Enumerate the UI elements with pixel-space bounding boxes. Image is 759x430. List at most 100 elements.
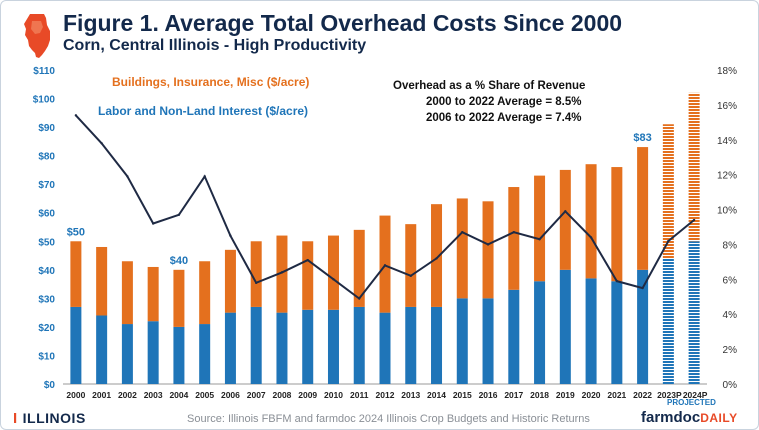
bar-labor bbox=[70, 306, 82, 384]
y-right-tick-label: 8% bbox=[723, 240, 738, 251]
line-point bbox=[255, 281, 258, 285]
bar-labor bbox=[250, 306, 262, 384]
source-note: Source: Illinois FBFM and farmdoc 2024 I… bbox=[187, 413, 590, 425]
y-left-tick-label: $80 bbox=[38, 152, 55, 163]
bar-buildings bbox=[637, 147, 649, 270]
line-point bbox=[512, 231, 515, 234]
bar-buildings bbox=[559, 169, 571, 270]
line-point bbox=[615, 279, 619, 283]
x-tick-label: 2007 bbox=[247, 390, 266, 400]
legend-buildings-label: Buildings, Insurance, Misc ($/acre) bbox=[112, 75, 309, 89]
bar-labor bbox=[173, 326, 185, 384]
bar-labor bbox=[585, 278, 597, 384]
bar-labor bbox=[405, 306, 417, 384]
bar-buildings bbox=[431, 204, 443, 307]
y-left-tick-label: $100 bbox=[33, 95, 56, 106]
bar-labor bbox=[611, 281, 623, 384]
x-tick-label: 2019 bbox=[556, 390, 575, 400]
x-tick-label: 2016 bbox=[479, 390, 498, 400]
bar-buildings bbox=[662, 124, 674, 259]
bar-buildings bbox=[70, 241, 82, 307]
bar-labor bbox=[637, 269, 649, 384]
illinois-state-icon bbox=[24, 14, 50, 58]
x-tick-label: 2008 bbox=[272, 390, 291, 400]
legend-labor-label: Labor and Non-Land Interest ($/acre) bbox=[98, 104, 308, 118]
x-tick-label: 2024P bbox=[683, 390, 708, 400]
line-point bbox=[306, 258, 309, 262]
x-tick-label: 2001 bbox=[92, 390, 111, 400]
bar-buildings bbox=[585, 164, 597, 279]
line-point bbox=[358, 297, 361, 300]
bar-buildings bbox=[482, 201, 494, 299]
bar-buildings bbox=[327, 235, 339, 310]
bar-buildings bbox=[250, 241, 262, 307]
bar-labor bbox=[431, 306, 443, 384]
bar-labor bbox=[456, 298, 468, 384]
x-tick-label: 2014 bbox=[427, 390, 446, 400]
y-left-tick-label: $30 bbox=[38, 294, 55, 305]
line-point bbox=[641, 286, 644, 290]
bar-buildings bbox=[173, 269, 185, 327]
bar-labor bbox=[688, 241, 700, 384]
x-tick-label: 2003 bbox=[144, 390, 163, 400]
illinois-block-i-icon: I bbox=[13, 410, 18, 427]
y-right-tick-label: 2% bbox=[723, 345, 738, 356]
bar-labor bbox=[559, 269, 571, 384]
x-tick-label: 2012 bbox=[376, 390, 395, 400]
labels-group: $50 $40 $83 bbox=[67, 132, 652, 267]
farmdoc-daily-logo: farmdocDAILY bbox=[641, 409, 738, 426]
bar-labor bbox=[96, 315, 108, 384]
line-point bbox=[203, 175, 206, 178]
bar-buildings bbox=[224, 249, 236, 313]
line-point bbox=[383, 264, 387, 267]
line-point bbox=[538, 238, 541, 241]
bar-buildings bbox=[121, 261, 133, 325]
line-point bbox=[280, 271, 284, 274]
x-tick-label: 2005 bbox=[195, 390, 214, 400]
x-tick-label: 2011 bbox=[350, 390, 369, 400]
bar-buildings bbox=[199, 261, 211, 325]
data-label: $50 bbox=[67, 226, 85, 238]
bar-labor bbox=[379, 312, 391, 384]
x-tick-label: 2002 bbox=[118, 390, 137, 400]
line-point bbox=[126, 175, 129, 178]
bar-labor bbox=[121, 324, 133, 384]
y-right-tick-label: 16% bbox=[717, 101, 737, 112]
bar-buildings bbox=[688, 92, 700, 242]
bar-buildings bbox=[534, 175, 546, 282]
x-tick-label: 2022 bbox=[633, 390, 652, 400]
bar-labor bbox=[276, 312, 288, 384]
line-point bbox=[589, 236, 593, 239]
x-tick-label: 2015 bbox=[453, 390, 472, 400]
x-tick-label: 2023P bbox=[657, 390, 682, 400]
annotation-line-1: 2000 to 2022 Average = 8.5% bbox=[426, 96, 581, 108]
line-point bbox=[100, 142, 103, 145]
y-left-tick-label: $110 bbox=[33, 66, 55, 77]
line-point bbox=[692, 218, 696, 222]
bars-group bbox=[70, 92, 700, 384]
data-label: $83 bbox=[633, 132, 651, 144]
chart-title: Figure 1. Average Total Overhead Costs S… bbox=[63, 10, 623, 36]
x-tick-label: 2000 bbox=[66, 390, 85, 400]
y-left-tick-label: $90 bbox=[38, 123, 55, 134]
y-left-tick-label: $70 bbox=[38, 180, 55, 191]
bar-buildings bbox=[276, 235, 288, 313]
bar-buildings bbox=[96, 246, 108, 316]
y-right-tick-label: 10% bbox=[717, 206, 737, 217]
y-left-tick-label: $10 bbox=[38, 351, 55, 362]
bar-labor bbox=[224, 312, 236, 384]
bar-labor bbox=[327, 309, 339, 384]
y-left-tick-label: $0 bbox=[44, 380, 56, 391]
y-right-tick-label: 6% bbox=[723, 275, 738, 286]
chart-subtitle: Corn, Central Illinois - High Productivi… bbox=[63, 37, 367, 54]
bar-buildings bbox=[302, 241, 314, 310]
bar-labor bbox=[534, 281, 546, 384]
bar-labor bbox=[482, 298, 494, 384]
line-point bbox=[667, 239, 670, 243]
axes-group: $0 $10 $20 $30 $40 $50 $60 $70 $80 $90 $100 $110 0% 2… bbox=[33, 66, 737, 400]
line-point bbox=[564, 210, 567, 213]
bar-buildings bbox=[405, 224, 417, 307]
bar-buildings bbox=[508, 187, 520, 290]
data-label: $40 bbox=[170, 255, 188, 267]
